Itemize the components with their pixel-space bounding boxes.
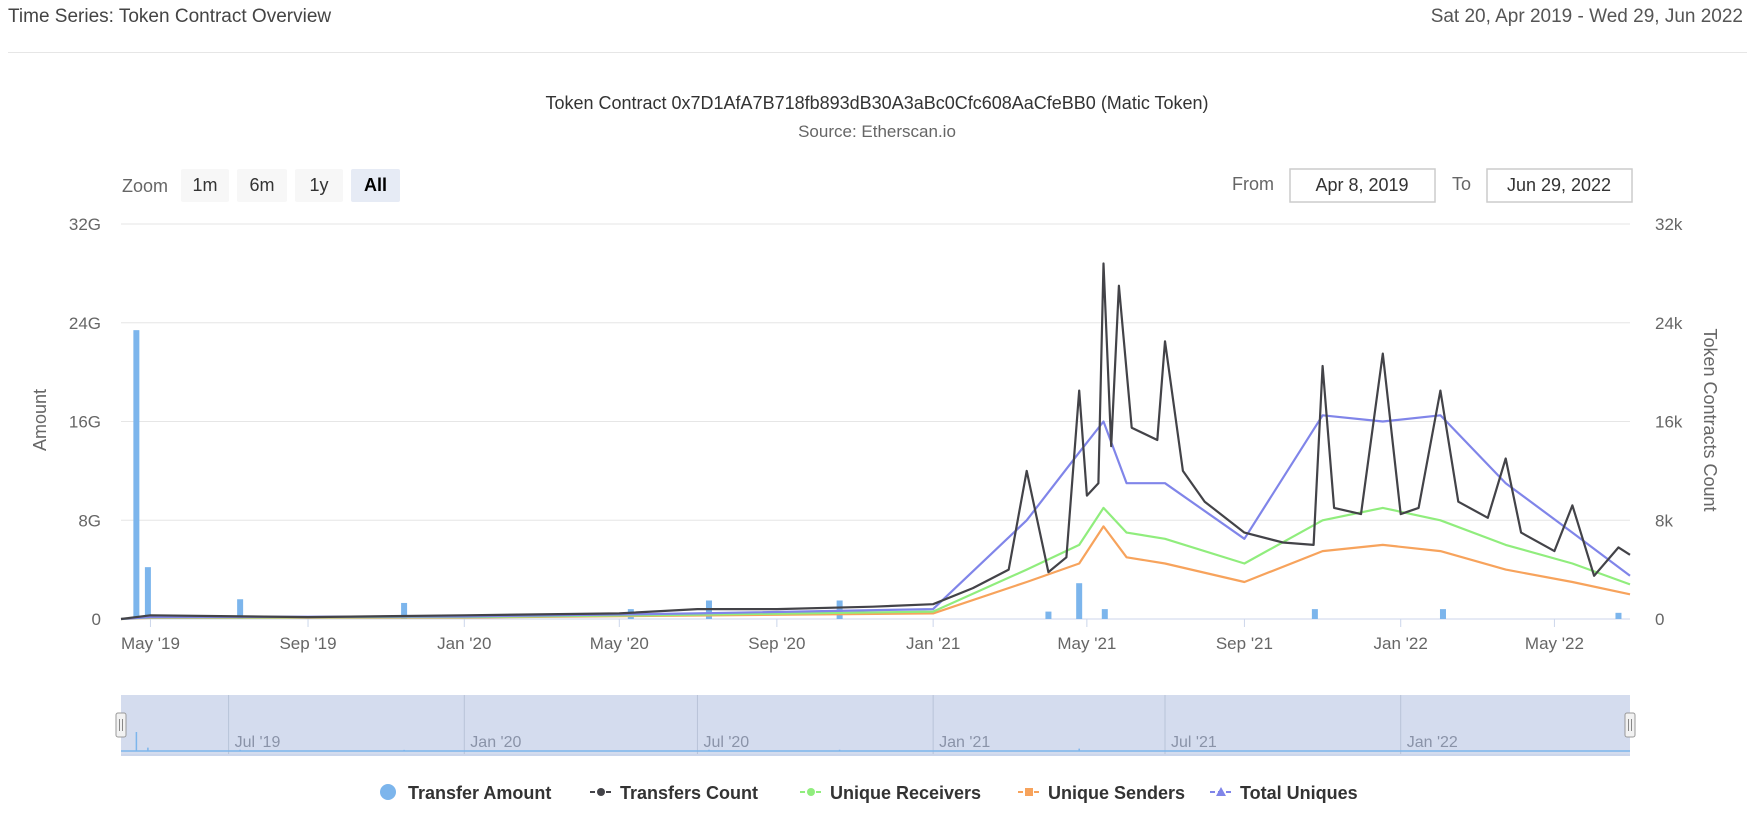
x-tick-label: Jan '22 xyxy=(1374,634,1428,653)
legend-item-total-uniques[interactable]: Total Uniques xyxy=(1210,783,1358,803)
right-axis-ticks: 0 8k 16k 24k 32k xyxy=(1655,215,1683,629)
navigator-left-handle[interactable] xyxy=(115,712,127,738)
navigator-tick-label: Jan '22 xyxy=(1407,734,1458,751)
transfer-amount-bar xyxy=(1101,609,1108,619)
zoom-button-1y[interactable]: 1y xyxy=(295,169,343,202)
chart-subtitle: Source: Etherscan.io xyxy=(798,122,956,141)
right-tick-label: 0 xyxy=(1655,610,1664,629)
to-date-value: Jun 29, 2022 xyxy=(1507,175,1611,195)
zoom-button-label: 6m xyxy=(249,175,274,195)
right-tick-label: 32k xyxy=(1655,215,1683,234)
from-date-input[interactable]: Apr 8, 2019 xyxy=(1289,168,1436,203)
x-tick-label: May '20 xyxy=(590,634,649,653)
legend-label: Unique Receivers xyxy=(830,783,981,803)
navigator[interactable]: Jul '19 Jan '20 Jul '20 Jan '21 Jul '21 Jan '… xyxy=(115,695,1636,756)
left-axis-ticks: 0 8G 16G 24G 32G xyxy=(69,215,101,629)
legend-symbol xyxy=(1216,787,1226,796)
transfer-amount-bar xyxy=(1311,609,1318,619)
zoom-button-label: 1y xyxy=(309,175,328,195)
zoom-button-label: 1m xyxy=(192,175,217,195)
zoom-button-bg xyxy=(181,169,229,202)
zoom-button-bg xyxy=(237,169,287,202)
x-tick-label: May '22 xyxy=(1525,634,1584,653)
unique-receivers-line xyxy=(120,506,1631,621)
header-divider xyxy=(8,52,1747,53)
unique-senders-line xyxy=(120,525,1631,621)
legend-label: Transfer Amount xyxy=(408,783,551,803)
legend-symbol xyxy=(380,784,396,800)
zoom-button-label: All xyxy=(364,175,387,195)
transfer-amount-bar xyxy=(1439,609,1446,619)
legend-item-unique-senders[interactable]: Unique Senders xyxy=(1018,783,1185,803)
legend-label: Total Uniques xyxy=(1240,783,1358,803)
zoom-label: Zoom xyxy=(122,176,168,196)
date-range-label: Sat 20, Apr 2019 - Wed 29, Jun 2022 xyxy=(1430,6,1743,27)
left-tick-label: 24G xyxy=(69,314,101,333)
left-tick-label: 0 xyxy=(92,610,101,629)
navigator-ticks: Jul '19 Jan '20 Jul '20 Jan '21 Jul '21 Jan '… xyxy=(235,734,1458,751)
left-tick-label: 32G xyxy=(69,215,101,234)
navigator-tick-label: Jan '21 xyxy=(939,734,990,751)
navigator-tick-label: Jul '21 xyxy=(1171,734,1217,751)
from-date-value: Apr 8, 2019 xyxy=(1315,175,1408,195)
legend-item-transfer-amount[interactable]: Transfer Amount xyxy=(380,783,551,803)
x-tick-label: Jan '21 xyxy=(906,634,960,653)
x-tick-label: Sep '20 xyxy=(748,634,805,653)
zoom-button-bg xyxy=(295,169,343,202)
x-tick-label: Jan '20 xyxy=(437,634,491,653)
legend-item-unique-receivers[interactable]: Unique Receivers xyxy=(800,783,981,803)
transfer-amount-bar xyxy=(1076,583,1083,619)
navigator-tick-label: Jul '20 xyxy=(703,734,749,751)
legend-symbol xyxy=(1025,788,1033,796)
navigator-grid xyxy=(228,695,1402,755)
transfers-count-line xyxy=(120,262,1631,621)
right-axis-title: Token Contracts Count xyxy=(1700,328,1720,511)
from-label: From xyxy=(1232,174,1274,194)
transfer-amount-columns xyxy=(133,330,1622,619)
transfer-amount-bar xyxy=(401,602,408,619)
left-tick-label: 8G xyxy=(78,511,101,530)
legend-label: Unique Senders xyxy=(1048,783,1185,803)
chart-title: Token Contract 0x7D1AfA7B718fb893dB30A3a… xyxy=(545,93,1208,113)
x-tick-label: Sep '19 xyxy=(279,634,336,653)
zoom-button-all[interactable]: All xyxy=(351,169,400,202)
x-tick-label: Sep '21 xyxy=(1216,634,1273,653)
left-tick-label: 16G xyxy=(69,413,101,432)
navigator-right-handle[interactable] xyxy=(1624,712,1636,738)
series-lines xyxy=(120,262,1631,621)
x-tick-label: May '19 xyxy=(121,634,180,653)
zoom-button-bg xyxy=(351,169,400,202)
legend: Transfer Amount Transfers Count Unique Rec… xyxy=(380,783,1358,803)
navigator-tick-label: Jan '20 xyxy=(470,734,521,751)
zoom-button-1m[interactable]: 1m xyxy=(181,169,229,202)
total-uniques-line xyxy=(120,414,1631,621)
transfer-amount-bar xyxy=(237,599,244,619)
legend-symbol xyxy=(807,788,815,796)
navigator-mask xyxy=(121,695,1630,755)
transfer-amount-bar xyxy=(1045,611,1052,619)
legend-label: Transfers Count xyxy=(620,783,758,803)
left-axis-title: Amount xyxy=(30,389,50,451)
navigator-series-line xyxy=(121,732,1630,752)
grid-lines xyxy=(121,223,1630,620)
transfer-amount-bar xyxy=(1615,612,1622,619)
x-tick-label: May '21 xyxy=(1057,634,1116,653)
page-title: Time Series: Token Contract Overview xyxy=(8,6,332,27)
right-tick-label: 24k xyxy=(1655,314,1683,333)
navigator-tick-label: Jul '19 xyxy=(235,734,281,751)
right-tick-label: 16k xyxy=(1655,413,1683,432)
transfer-amount-bar xyxy=(133,330,140,619)
x-axis-ticks: May '19 Sep '19 Jan '20 May '20 Sep '20 Jan '… xyxy=(121,619,1584,653)
to-date-input[interactable]: Jun 29, 2022 xyxy=(1486,168,1633,203)
transfer-amount-bar xyxy=(144,567,151,619)
zoom-button-6m[interactable]: 6m xyxy=(237,169,287,202)
legend-symbol xyxy=(597,788,605,796)
legend-item-transfers-count[interactable]: Transfers Count xyxy=(590,783,758,803)
right-tick-label: 8k xyxy=(1655,511,1673,530)
to-label: To xyxy=(1452,174,1471,194)
